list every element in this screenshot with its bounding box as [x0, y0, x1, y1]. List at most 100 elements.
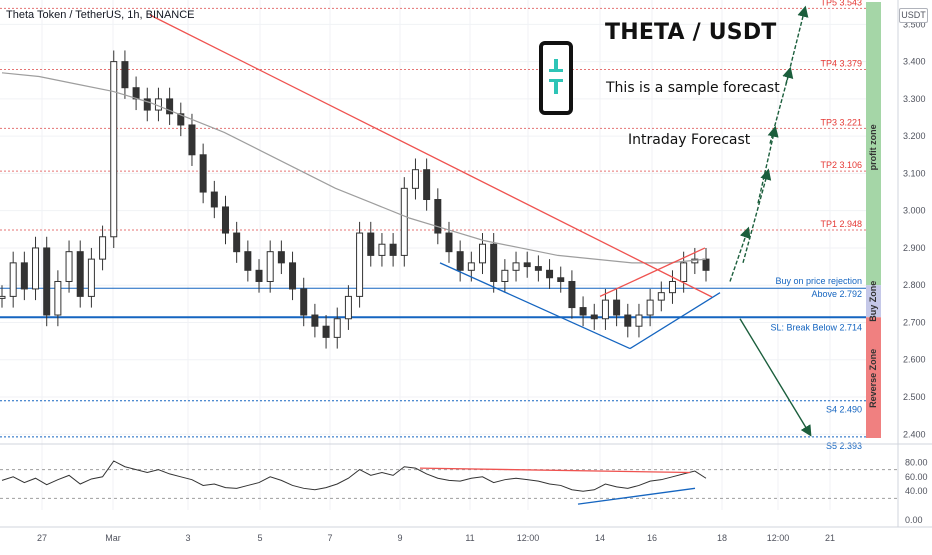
price-candle — [20, 262, 28, 290]
forecast-title: THETA / USDT — [605, 20, 777, 45]
forecast-arrow-up — [785, 5, 809, 85]
profit-zone-label: profit zone — [868, 124, 878, 170]
level-label: TP5 3.543 — [820, 0, 862, 7]
rsi-line — [1, 460, 707, 492]
rsi-tick-label: 0.00 — [905, 515, 923, 525]
price-candle — [311, 314, 319, 327]
price-candle — [613, 299, 621, 316]
price-candle — [255, 269, 263, 282]
price-candle — [467, 262, 475, 271]
price-candle — [400, 187, 408, 256]
price-candle — [356, 232, 364, 297]
price-candle — [557, 277, 565, 282]
level-label: SL: Break Below 2.714 — [770, 322, 862, 332]
moving-average-line — [1, 72, 707, 264]
x-tick-label: 5 — [257, 533, 262, 543]
price-candle — [233, 232, 241, 253]
level-label: S5 2.393 — [826, 441, 862, 451]
price-candle — [579, 307, 587, 316]
price-candle — [534, 266, 542, 271]
level-label: TP2 3.106 — [820, 160, 862, 170]
x-tick-label: 18 — [717, 533, 727, 543]
price-candle — [277, 251, 285, 264]
price-candle — [266, 251, 274, 282]
forecast-arrow-down — [739, 318, 812, 437]
price-candle — [110, 61, 118, 238]
price-candle — [322, 325, 330, 338]
x-tick-label: 21 — [825, 533, 835, 543]
price-candle — [367, 232, 375, 256]
y-tick-label: 2.600 — [903, 355, 926, 365]
level-label: Above 2.792 — [811, 289, 862, 299]
level-label: TP4 3.379 — [820, 58, 862, 68]
y-tick-label: 3.200 — [903, 131, 926, 141]
level-label: TP1 2.948 — [820, 219, 862, 229]
price-candle — [32, 247, 40, 290]
price-candle — [624, 314, 632, 327]
rsi-red-trendline — [419, 467, 691, 474]
y-tick-label: 3.400 — [903, 57, 926, 67]
profit-zone — [866, 2, 881, 286]
forecast-subtitle: This is a sample forecast — [606, 80, 780, 96]
price-candle — [378, 243, 386, 256]
price-candle — [9, 262, 17, 297]
forecast-arrow-up — [729, 226, 751, 282]
price-candle — [210, 191, 218, 208]
buy-zone-label: Buy Zone — [868, 281, 878, 322]
x-tick-label: 16 — [647, 533, 657, 543]
price-candle — [657, 292, 665, 301]
lower-wedge-line — [439, 262, 631, 350]
price-candle — [568, 280, 576, 309]
price-candle — [300, 288, 308, 316]
price-candle — [680, 262, 688, 282]
price-candle — [143, 98, 151, 111]
price-candle — [166, 98, 174, 115]
currency-badge[interactable]: USDT — [899, 8, 928, 23]
price-candle — [344, 295, 352, 320]
price-candle — [65, 251, 73, 282]
y-tick-label: 3.000 — [903, 206, 926, 216]
descending-trendline — [149, 14, 713, 298]
buy-zone — [866, 285, 881, 318]
price-candle — [177, 113, 185, 126]
rising-wedge-line — [629, 292, 721, 350]
price-candle — [445, 232, 453, 253]
y-tick-label: 2.500 — [903, 392, 926, 402]
y-tick-label: 2.400 — [903, 429, 926, 439]
forecast-subtitle-2: Intraday Forecast — [628, 132, 751, 148]
rsi-tick-label: 40.00 — [905, 486, 928, 496]
forecast-arrow-up — [769, 66, 794, 144]
x-tick-label: Mar — [105, 533, 121, 543]
y-tick-label: 3.300 — [903, 94, 926, 104]
price-candle — [646, 299, 654, 316]
price-candle — [702, 258, 710, 271]
price-candle — [99, 236, 107, 260]
x-tick-label: 3 — [185, 533, 190, 543]
price-candle — [456, 251, 464, 271]
reverse-zone-label: Reverse Zone — [868, 349, 878, 408]
price-candle — [199, 154, 207, 193]
price-candle — [0, 295, 6, 299]
price-candle — [221, 206, 229, 234]
price-candle — [546, 269, 554, 279]
rsi-blue-trendline — [577, 487, 696, 505]
price-candle — [635, 314, 643, 327]
level-label: S4 2.490 — [826, 405, 862, 415]
y-tick-label: 2.700 — [903, 317, 926, 327]
price-candle — [289, 262, 297, 290]
x-tick-label: 11 — [465, 533, 474, 543]
price-candle — [389, 243, 397, 256]
x-tick-label: 9 — [397, 533, 402, 543]
price-candle — [479, 243, 487, 264]
price-candle — [512, 262, 520, 271]
price-candle — [43, 247, 51, 316]
x-tick-label: 14 — [595, 533, 605, 543]
x-tick-label: 27 — [37, 533, 47, 543]
y-tick-label: 3.500 — [903, 19, 926, 29]
y-tick-label: 3.100 — [903, 168, 926, 178]
x-tick-label: 7 — [327, 533, 332, 543]
price-candle — [121, 61, 129, 89]
short-red-trendline — [599, 247, 706, 297]
